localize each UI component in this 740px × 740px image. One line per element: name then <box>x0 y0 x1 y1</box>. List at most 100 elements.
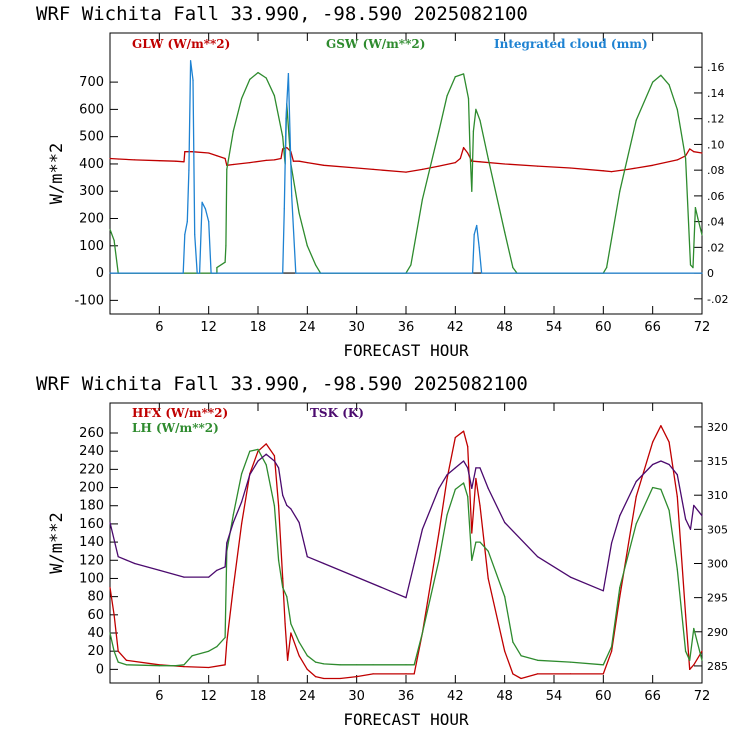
data-point <box>467 467 469 469</box>
data-point <box>240 523 243 525</box>
right-y-tick-label: 315 <box>707 455 728 468</box>
x-tick-label: 6 <box>155 320 163 335</box>
data-point <box>226 542 228 544</box>
data-point <box>405 664 407 666</box>
data-point <box>356 676 358 678</box>
data-point <box>697 217 699 220</box>
data-point <box>454 76 456 78</box>
data-point <box>487 487 489 489</box>
data-point <box>282 136 284 138</box>
data-point <box>216 155 218 157</box>
x-tick-label: 72 <box>694 320 711 335</box>
data-point <box>277 559 280 561</box>
data-point <box>184 233 186 236</box>
x-tick-label: 60 <box>595 689 612 704</box>
data-point <box>438 130 440 132</box>
data-point <box>454 488 456 490</box>
data-point <box>676 159 678 161</box>
data-point <box>224 157 226 160</box>
data-point <box>265 464 267 466</box>
y-tick-label: 40 <box>87 626 104 641</box>
x-tick-label: 6 <box>155 689 163 704</box>
data-point <box>462 482 465 484</box>
data-point <box>652 441 654 443</box>
data-point <box>462 146 465 149</box>
data-point <box>113 614 115 616</box>
data-point <box>462 73 465 75</box>
data-point <box>216 569 218 571</box>
chart-title: WRF Wichita Fall 33.990, -98.590 2025082… <box>36 3 528 25</box>
data-point <box>356 576 358 578</box>
data-point <box>504 521 506 524</box>
data-point <box>232 586 234 589</box>
data-point <box>627 168 629 171</box>
data-point <box>109 157 111 160</box>
legend-label: LH (W/m**2) <box>132 421 219 435</box>
data-point <box>676 108 678 110</box>
x-axis-label: FORECAST HOUR <box>343 341 469 360</box>
data-point <box>249 474 251 476</box>
data-point <box>652 486 654 489</box>
data-point <box>472 130 475 132</box>
data-point <box>693 627 695 630</box>
data-point <box>134 159 136 161</box>
right-y-tick-label: 320 <box>707 421 728 434</box>
data-point <box>232 514 234 516</box>
series-line <box>109 146 703 173</box>
right-y-tick-label: .10 <box>707 138 725 151</box>
data-point <box>668 441 670 443</box>
y-tick-label: 700 <box>79 75 104 90</box>
data-point <box>475 541 477 543</box>
data-point <box>438 487 440 489</box>
data-point <box>610 646 613 648</box>
y-tick-label: -100 <box>74 293 104 308</box>
data-point <box>290 508 292 510</box>
data-point <box>536 673 539 675</box>
data-point <box>109 521 111 524</box>
legend-label: GSW (W/m**2) <box>326 37 425 51</box>
data-point <box>158 665 160 667</box>
right-y-tick-label: .16 <box>707 61 725 74</box>
data-point <box>183 161 185 163</box>
data-point <box>701 272 703 274</box>
data-point <box>652 81 654 83</box>
data-point <box>265 77 267 79</box>
data-point <box>684 614 687 616</box>
x-tick-label: 72 <box>694 689 711 704</box>
data-point <box>472 272 474 274</box>
data-point <box>660 488 662 490</box>
data-point <box>602 673 604 675</box>
data-point <box>413 562 415 565</box>
right-y-tick-label: 285 <box>707 660 728 673</box>
data-point <box>290 632 292 634</box>
data-point <box>183 576 185 578</box>
data-point <box>471 559 473 561</box>
data-point <box>405 597 407 599</box>
data-point <box>689 528 692 530</box>
radiation-cloud-panel: WRF Wichita Fall 33.990, -98.590 2025082… <box>36 3 728 360</box>
data-point <box>232 521 234 524</box>
data-point <box>282 577 284 580</box>
data-point <box>462 460 465 462</box>
x-tick-label: 48 <box>496 320 513 335</box>
data-point <box>314 661 317 663</box>
x-tick-label: 12 <box>200 689 217 704</box>
data-point <box>265 159 267 162</box>
data-point <box>113 239 115 241</box>
x-tick-label: 42 <box>447 320 464 335</box>
right-y-tick-label: 0 <box>707 267 714 280</box>
data-point <box>125 664 128 666</box>
data-point <box>446 514 448 516</box>
x-tick-label: 42 <box>447 689 464 704</box>
data-point <box>306 245 308 247</box>
series-line <box>109 448 703 667</box>
data-point <box>520 655 522 657</box>
data-point <box>471 190 473 192</box>
data-point <box>306 161 308 164</box>
data-point <box>684 157 687 160</box>
data-point <box>283 208 285 210</box>
right-y-tick-label: 295 <box>707 592 728 605</box>
data-point <box>208 576 210 578</box>
legend-label: Integrated cloud (mm) <box>494 37 648 51</box>
data-point <box>188 169 190 171</box>
